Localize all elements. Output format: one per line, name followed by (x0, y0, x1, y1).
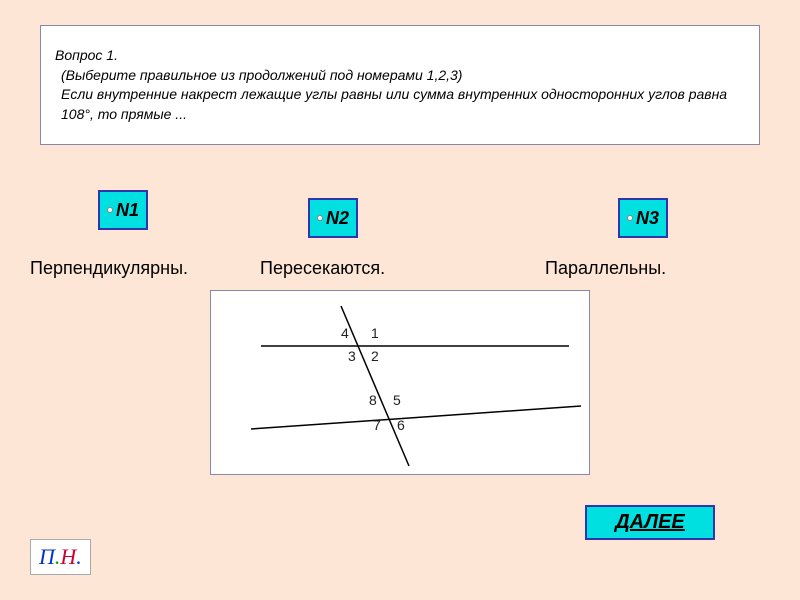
option-label: N3 (636, 208, 659, 229)
svg-text:3: 3 (348, 348, 356, 364)
svg-text:8: 8 (369, 392, 377, 408)
option-label: N2 (326, 208, 349, 229)
svg-text:5: 5 (393, 392, 401, 408)
logo-dot: . (76, 544, 82, 569)
radio-icon (107, 207, 113, 213)
logo-n: Н (60, 544, 76, 569)
answer-text-2: Пересекаются. (260, 258, 385, 279)
radio-icon (627, 215, 633, 221)
option-button-3[interactable]: N3 (618, 198, 668, 238)
next-label: ДАЛЕЕ (615, 511, 685, 534)
radio-icon (317, 215, 323, 221)
next-button[interactable]: ДАЛЕЕ (585, 505, 715, 540)
question-instruction: (Выберите правильное из продолжений под … (55, 66, 745, 86)
answer-text-3: Параллельны. (545, 258, 666, 279)
question-box: Вопрос 1. (Выберите правильное из продол… (40, 25, 760, 145)
option-button-2[interactable]: N2 (308, 198, 358, 238)
question-title: Вопрос 1. (55, 46, 745, 66)
logo-badge: П.Н. (30, 539, 91, 575)
question-body: Если внутренние накрест лежащие углы рав… (55, 85, 745, 124)
option-label: N1 (116, 200, 139, 221)
answer-text-1: Перпендикулярны. (30, 258, 188, 279)
svg-text:2: 2 (371, 348, 379, 364)
svg-text:6: 6 (397, 417, 405, 433)
diagram-svg: 4 132 8576 (211, 291, 591, 476)
svg-text:1: 1 (371, 325, 379, 341)
svg-text:4: 4 (341, 325, 349, 341)
option-button-1[interactable]: N1 (98, 190, 148, 230)
logo-p: П (39, 544, 55, 569)
geometry-diagram: 4 132 8576 (210, 290, 590, 475)
svg-text:7: 7 (373, 417, 381, 433)
